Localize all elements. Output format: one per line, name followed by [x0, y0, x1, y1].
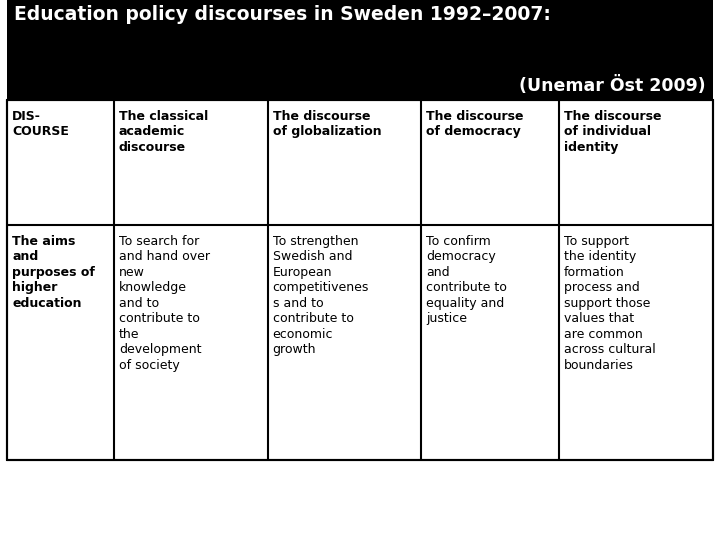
- Text: DIS-
COURSE: DIS- COURSE: [12, 110, 69, 138]
- Text: To search for
and hand over
new
knowledge
and to
contribute to
the
development
o: To search for and hand over new knowledg…: [119, 235, 210, 372]
- Text: Education policy discourses in Sweden 1992–2007:: Education policy discourses in Sweden 19…: [14, 5, 552, 24]
- Text: (Unemar Öst 2009): (Unemar Öst 2009): [519, 76, 706, 94]
- Text: To confirm
democracy
and
contribute to
equality and
justice: To confirm democracy and contribute to e…: [426, 235, 507, 325]
- Bar: [7, 100, 713, 460]
- Text: To support
the identity
formation
process and
support those
values that
are comm: To support the identity formation proces…: [564, 235, 656, 372]
- Text: The discourse
of democracy: The discourse of democracy: [426, 110, 524, 138]
- Text: To strengthen
Swedish and
European
competitivenes
s and to
contribute to
economi: To strengthen Swedish and European compe…: [273, 235, 369, 356]
- Text: The discourse
of individual
identity: The discourse of individual identity: [564, 110, 662, 154]
- Text: The discourse
of globalization: The discourse of globalization: [273, 110, 381, 138]
- Text: The aims
and
purposes of
higher
education: The aims and purposes of higher educatio…: [12, 235, 95, 310]
- Text: The classical
academic
discourse: The classical academic discourse: [119, 110, 208, 154]
- Bar: [7, 0, 713, 100]
